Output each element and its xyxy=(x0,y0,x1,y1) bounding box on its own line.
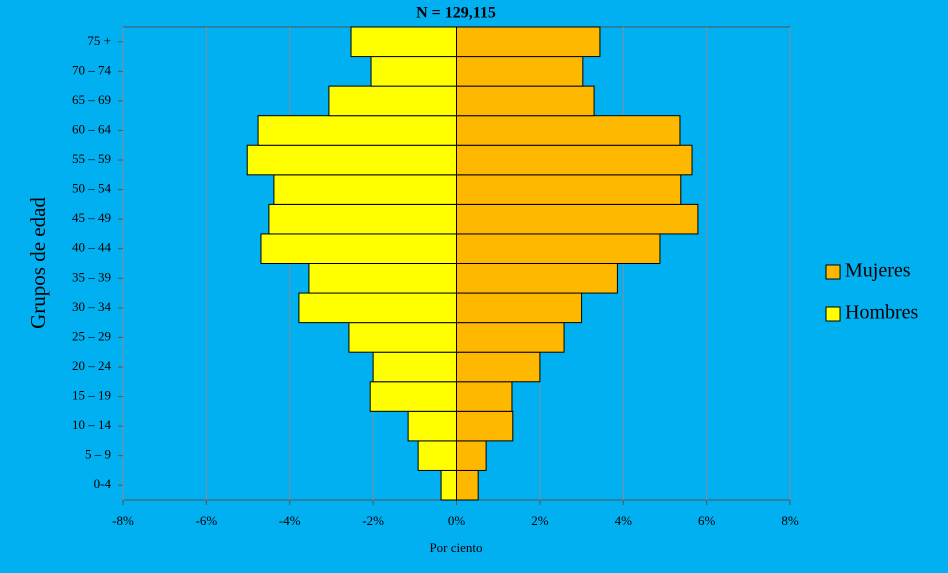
y-tick-label: 10 – 14 xyxy=(72,417,112,432)
y-tick-label: 50 – 54 xyxy=(72,181,112,196)
bar xyxy=(369,381,457,412)
legend-label: Hombres xyxy=(845,302,919,324)
bar xyxy=(246,144,457,176)
legend-label: Mujeres xyxy=(845,260,911,282)
x-tick-label: 4% xyxy=(615,513,633,528)
x-tick-label: 6% xyxy=(698,513,716,528)
bar xyxy=(456,203,699,235)
bar xyxy=(456,233,661,264)
chart-title: N = 129,115 xyxy=(416,5,496,22)
y-tick-label: 60 – 64 xyxy=(72,121,112,136)
x-tick-label: -2% xyxy=(362,513,384,528)
y-tick-label: 75 + xyxy=(87,33,111,48)
x-tick-label: -6% xyxy=(196,513,218,528)
bar xyxy=(456,85,595,117)
bar xyxy=(456,322,565,353)
bar xyxy=(456,144,693,176)
y-tick-label: 25 – 29 xyxy=(72,328,111,343)
bar xyxy=(257,115,457,146)
x-tick-label: 2% xyxy=(531,513,549,528)
bar xyxy=(407,410,457,442)
bar xyxy=(308,263,457,294)
bar xyxy=(440,469,457,501)
x-tick-label: -8% xyxy=(112,513,134,528)
legend-swatch xyxy=(825,306,841,322)
bar xyxy=(456,26,601,58)
bar xyxy=(273,174,457,205)
bar xyxy=(348,322,458,353)
bar xyxy=(350,26,458,58)
bar xyxy=(456,469,479,501)
bar xyxy=(456,292,583,324)
bar xyxy=(456,351,541,383)
bar xyxy=(370,56,457,87)
y-tick-label: 15 – 19 xyxy=(72,388,111,403)
y-tick-label: 5 – 9 xyxy=(85,447,111,462)
bar xyxy=(456,263,618,294)
bar xyxy=(260,233,457,264)
x-tick-label: -4% xyxy=(279,513,301,528)
y-tick-label: 30 – 34 xyxy=(72,299,112,314)
bar xyxy=(456,56,584,87)
y-tick-label: 55 – 59 xyxy=(72,151,111,166)
bar xyxy=(456,381,513,412)
bar xyxy=(456,410,514,442)
bar xyxy=(456,115,681,146)
bar xyxy=(456,440,487,471)
bar xyxy=(372,351,457,383)
y-tick-label: 20 – 24 xyxy=(72,358,112,373)
bar xyxy=(268,203,457,235)
x-tick-label: 0% xyxy=(448,513,466,528)
bar xyxy=(298,292,458,324)
y-axis-label: Grupos de edad xyxy=(26,197,50,329)
y-tick-label: 70 – 74 xyxy=(72,62,112,77)
y-tick-label: 45 – 49 xyxy=(72,210,111,225)
y-tick-label: 0-4 xyxy=(94,476,112,491)
bar xyxy=(328,85,457,117)
x-axis-label: Por ciento xyxy=(429,540,482,555)
y-tick-label: 40 – 44 xyxy=(72,240,112,255)
y-tick-label: 35 – 39 xyxy=(72,269,111,284)
x-tick-label: 8% xyxy=(781,513,799,528)
y-tick-label: 65 – 69 xyxy=(72,92,111,107)
bar xyxy=(456,174,682,205)
bar xyxy=(417,440,457,471)
legend-swatch xyxy=(825,264,841,280)
